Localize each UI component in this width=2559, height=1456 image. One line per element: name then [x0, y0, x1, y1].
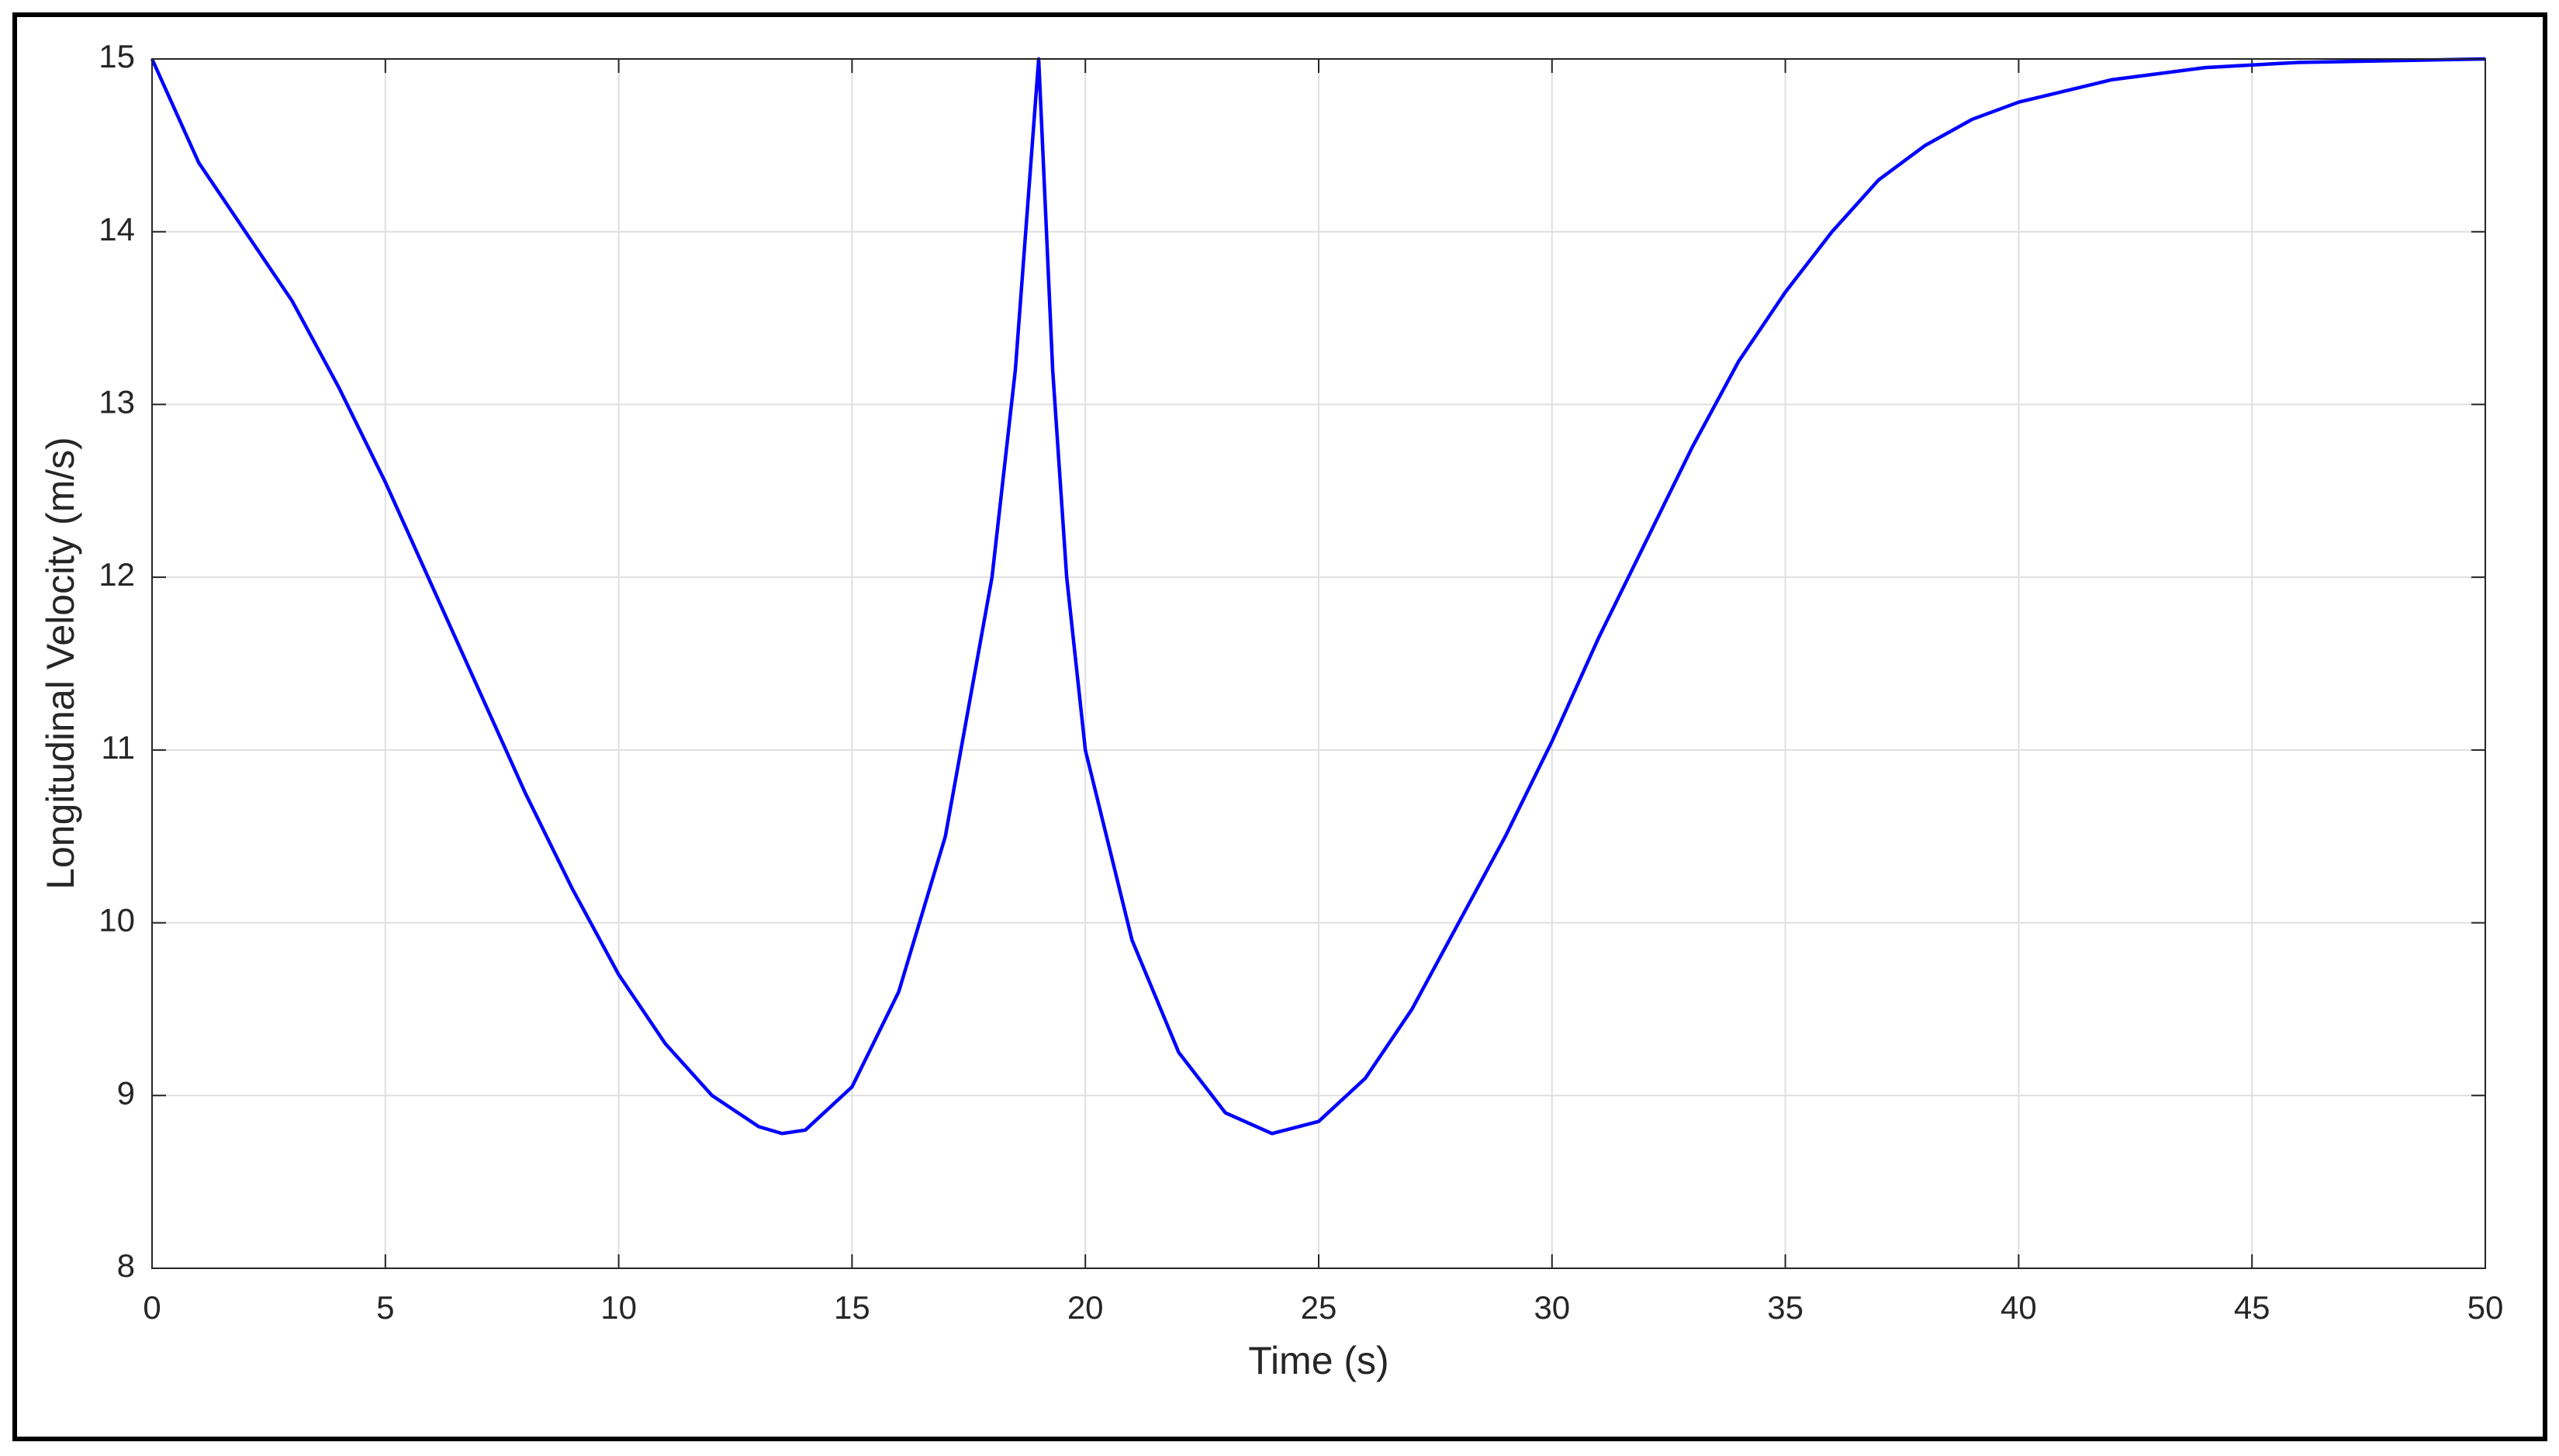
x-tick-label: 20	[1067, 1289, 1104, 1326]
x-tick-label: 25	[1301, 1289, 1337, 1326]
y-tick-label: 11	[101, 729, 135, 766]
x-tick-label: 35	[1767, 1289, 1803, 1326]
y-tick-label: 8	[117, 1247, 135, 1284]
x-tick-label: 10	[600, 1289, 637, 1326]
line-series	[150, 57, 2486, 1136]
x-tick-label: 40	[2001, 1289, 2037, 1326]
axes-box	[151, 58, 2486, 1269]
y-tick-label: 14	[99, 211, 135, 247]
x-tick-label: 0	[143, 1289, 161, 1326]
x-tick-label: 15	[834, 1289, 870, 1326]
y-axis-label: Longitudinal Velocity (m/s)	[39, 437, 82, 890]
x-tick-label: 30	[1534, 1289, 1570, 1326]
x-tick-label: 5	[376, 1289, 394, 1326]
y-tick-label: 13	[99, 384, 135, 420]
x-axis-label: Time (s)	[1248, 1339, 1388, 1382]
frame	[12, 12, 2547, 1441]
y-tick-label: 15	[99, 38, 135, 74]
x-tick-label: 45	[2234, 1289, 2270, 1326]
y-tick-label: 12	[99, 556, 135, 593]
x-tick-label: 50	[2467, 1289, 2504, 1326]
y-tick-label: 9	[117, 1074, 135, 1111]
y-tick-label: 10	[99, 902, 135, 939]
